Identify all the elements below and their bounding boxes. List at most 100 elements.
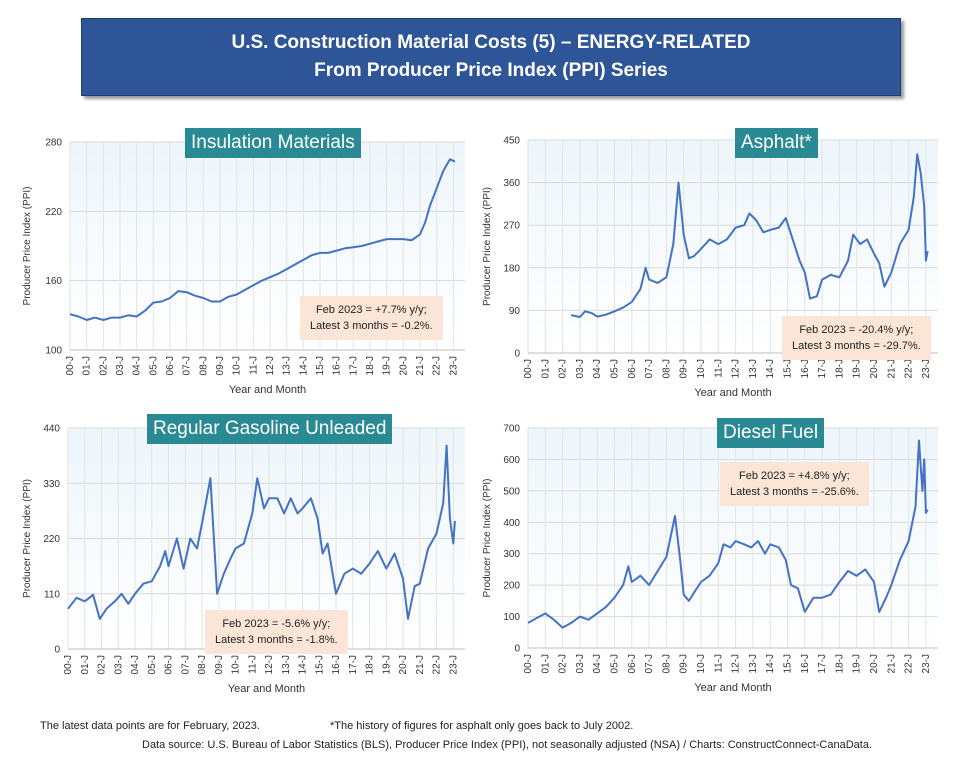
y-tick-label: 450 — [503, 136, 520, 147]
x-tick-label: 13-J — [748, 654, 759, 673]
y-axis-title: Producer Price Index (PPI) — [22, 187, 33, 306]
series-line — [527, 439, 929, 629]
x-tick-label: 20-J — [398, 356, 409, 375]
y-tick-label: 180 — [503, 263, 520, 274]
x-tick-label: 18-J — [834, 359, 845, 378]
x-tick-label: 23-J — [921, 654, 932, 673]
x-tick-label: 21-J — [886, 359, 897, 378]
x-tick-label: 11-J — [248, 356, 259, 375]
x-tick-label: 07-J — [182, 356, 193, 375]
y-tick-label: 600 — [503, 455, 520, 466]
x-tick-label: 22-J — [904, 654, 915, 673]
x-tick-label: 20-J — [869, 654, 880, 673]
x-tick-label: 18-J — [365, 356, 376, 375]
x-axis-title: Year and Month — [694, 682, 771, 694]
x-tick-label: 01-J — [540, 654, 551, 673]
x-tick-label: 19-J — [382, 356, 393, 375]
x-tick-label: 09-J — [679, 359, 690, 378]
x-tick-label: 07-J — [180, 655, 191, 674]
x-axis-title: Year and Month — [228, 683, 305, 695]
x-tick-label: 10-J — [696, 359, 707, 378]
x-tick-label: 02-J — [98, 356, 109, 375]
series-line — [67, 444, 456, 620]
x-tick-label: 17-J — [817, 654, 828, 673]
chart-title: Insulation Materials — [185, 128, 361, 158]
x-tick-label: 07-J — [644, 359, 655, 378]
note-line-2: Latest 3 months = -1.8%. — [215, 634, 338, 646]
x-tick-label: 08-J — [661, 654, 672, 673]
diesel-chart: 0 100 200 300 400 500 600 700 00-J 01-J 02-J 03-J 04… — [470, 408, 950, 708]
x-tick-label: 09-J — [679, 654, 690, 673]
y-tick-label: 220 — [43, 534, 60, 545]
page-banner: U.S. Construction Material Costs (5) – E… — [81, 18, 901, 96]
x-tick-label: 23-J — [921, 359, 932, 378]
y-tick-label: 700 — [503, 424, 520, 435]
note-line-1: Feb 2023 = +4.8% y/y; — [739, 470, 850, 482]
x-tick-label: 04-J — [132, 356, 143, 375]
y-axis-title: Producer Price Index (PPI) — [482, 479, 493, 598]
y-tick-label: 220 — [45, 207, 62, 218]
chart-note: Feb 2023 = +4.8% y/y; Latest 3 months = … — [720, 462, 869, 506]
y-tick-label: 280 — [45, 138, 62, 149]
y-tick-label: 200 — [503, 581, 520, 592]
y-tick-label: 160 — [45, 276, 62, 287]
x-tick-label: 04-J — [592, 654, 603, 673]
x-tick-label: 13-J — [282, 356, 293, 375]
chart-title: Regular Gasoline Unleaded — [147, 414, 393, 444]
x-tick-label: 01-J — [80, 655, 91, 674]
chart-title: Asphalt* — [735, 128, 818, 158]
x-tick-label: 13-J — [748, 359, 759, 378]
x-tick-label: 03-J — [575, 654, 586, 673]
footer-asterisk-note: *The history of figures for asphalt only… — [330, 720, 634, 732]
note-line-1: Feb 2023 = -20.4% y/y; — [799, 324, 914, 336]
x-tick-label: 06-J — [627, 654, 638, 673]
x-tick-label: 02-J — [558, 359, 569, 378]
x-tick-label: 01-J — [540, 359, 551, 378]
x-tick-label: 16-J — [331, 655, 342, 674]
chart-note: Feb 2023 = +7.7% y/y; Latest 3 months = … — [300, 296, 443, 340]
x-tick-label: 03-J — [113, 655, 124, 674]
y-tick-label: 100 — [503, 612, 520, 623]
x-tick-label: 05-J — [147, 655, 158, 674]
x-tick-label: 05-J — [148, 356, 159, 375]
x-tick-label: 23-J — [448, 655, 459, 674]
x-tick-label: 12-J — [731, 359, 742, 378]
x-tick-label: 21-J — [415, 356, 426, 375]
x-tick-label: 05-J — [609, 359, 620, 378]
x-tick-label: 16-J — [800, 654, 811, 673]
x-tick-label: 06-J — [165, 356, 176, 375]
x-tick-label: 11-J — [713, 359, 724, 378]
x-tick-label: 21-J — [415, 655, 426, 674]
x-tick-label: 17-J — [348, 356, 359, 375]
y-tick-label: 400 — [503, 518, 520, 529]
y-axis-title: Producer Price Index (PPI) — [482, 187, 493, 306]
x-tick-label: 19-J — [381, 655, 392, 674]
x-tick-label: 10-J — [696, 654, 707, 673]
x-tick-label: 03-J — [115, 356, 126, 375]
x-tick-label: 23-J — [448, 356, 459, 375]
x-tick-label: 20-J — [869, 359, 880, 378]
chart-note: Feb 2023 = -5.6% y/y; Latest 3 months = … — [205, 610, 348, 654]
x-tick-label: 05-J — [609, 654, 620, 673]
y-tick-label: 360 — [503, 178, 520, 189]
x-tick-label: 14-J — [765, 359, 776, 378]
x-tick-label: 22-J — [432, 655, 443, 674]
y-tick-label: 0 — [514, 349, 520, 360]
y-tick-label: 440 — [43, 424, 60, 435]
x-tick-label: 19-J — [852, 654, 863, 673]
x-tick-label: 01-J — [82, 356, 93, 375]
y-tick-label: 330 — [43, 479, 60, 490]
y-tick-label: 300 — [503, 549, 520, 560]
x-tick-label: 13-J — [281, 655, 292, 674]
x-tick-label: 00-J — [523, 654, 534, 673]
x-tick-label: 09-J — [215, 356, 226, 375]
x-tick-label: 08-J — [198, 356, 209, 375]
x-tick-label: 10-J — [232, 356, 243, 375]
x-tick-label: 00-J — [523, 359, 534, 378]
insulation-chart: 100 160 220 280 00-J 01-J 02-J 03-J 04-J 05-J 06-J… — [10, 120, 490, 420]
gasoline-chart: 0 110 220 330 440 00-J 01-J 02-J 03-J 04-J 05-J 06-… — [10, 408, 490, 708]
x-tick-label: 04-J — [592, 359, 603, 378]
note-line-1: Feb 2023 = +7.7% y/y; — [315, 304, 427, 316]
x-tick-label: 06-J — [627, 359, 638, 378]
gasoline-chart-svg: 0 110 220 330 440 00-J 01-J 02-J 03-J 04-J 05-J 06-… — [22, 424, 465, 695]
